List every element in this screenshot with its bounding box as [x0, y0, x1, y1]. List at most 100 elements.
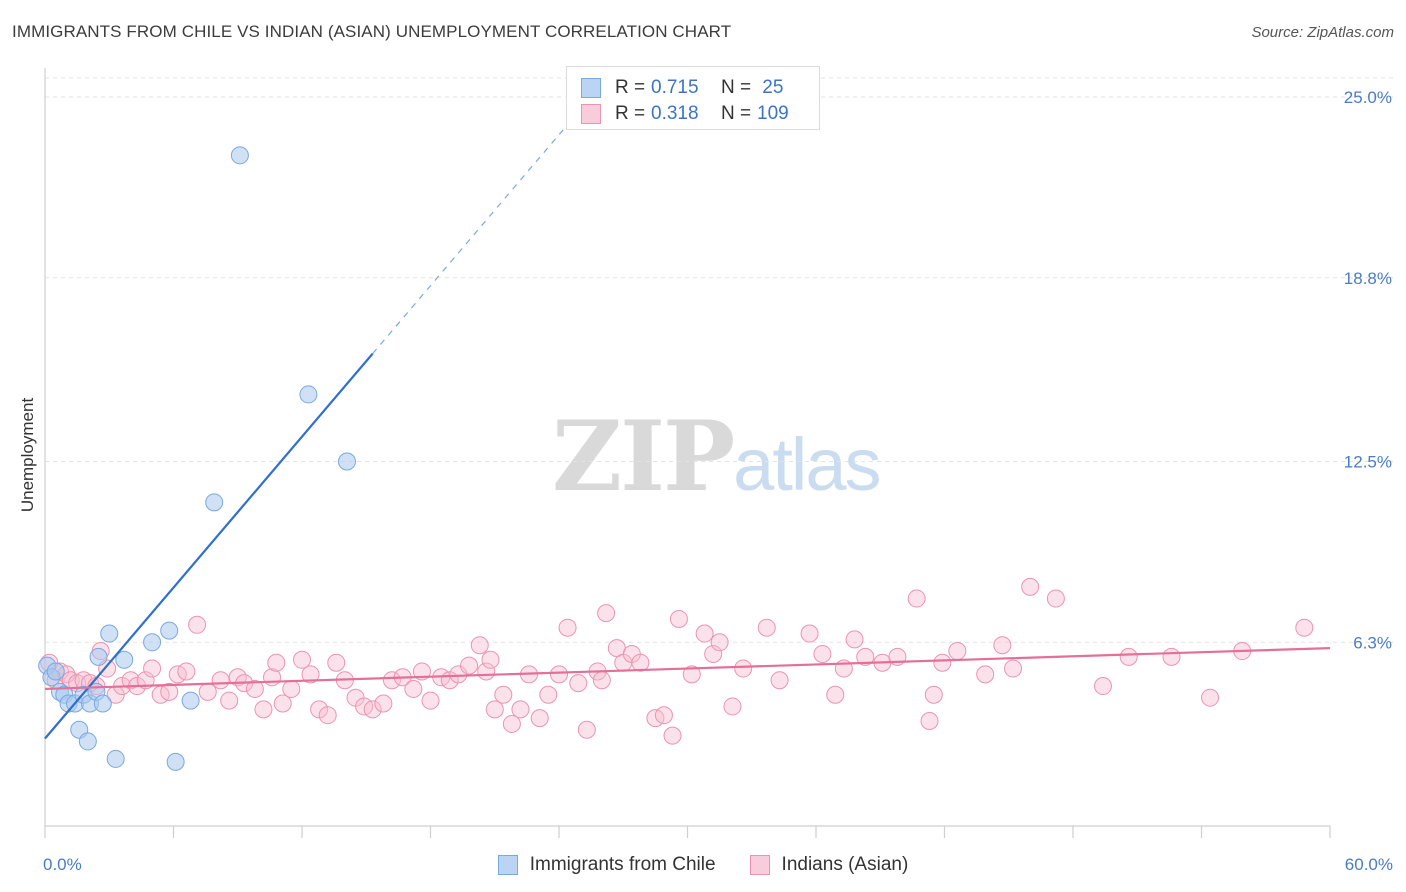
stats-legend: R = 0.715 N = 25 R = 0.318 N = 109	[566, 66, 820, 130]
point-indians-asian	[273, 694, 292, 713]
point-indians-asian	[1046, 589, 1065, 608]
point-indians-asian	[1119, 647, 1138, 666]
point-indians-asian	[845, 630, 864, 649]
point-indians-asian	[143, 659, 162, 678]
point-indians-asian	[1201, 688, 1220, 707]
trend-lines	[44, 109, 1331, 740]
point-indians-asian	[511, 700, 530, 719]
axes	[44, 68, 1331, 838]
point-indians-asian	[924, 685, 943, 704]
point-indians-asian	[412, 662, 431, 681]
watermark: ZIPatlas	[552, 400, 881, 513]
legend-label-chile: Immigrants from Chile	[529, 854, 716, 875]
series-legend: Immigrants from Chile Indians (Asian)	[0, 852, 1406, 878]
point-immigrants-chile	[205, 493, 224, 512]
point-indians-asian	[933, 653, 952, 672]
point-indians-asian	[569, 674, 588, 693]
y-tick-label: 12.5%	[1344, 453, 1392, 472]
point-indians-asian	[449, 665, 468, 684]
point-indians-asian	[254, 700, 273, 719]
point-indians-asian	[1021, 577, 1040, 596]
point-indians-asian	[550, 665, 568, 684]
r-label: R =	[615, 103, 646, 124]
point-indians-asian	[404, 679, 423, 698]
point-indians-asian	[188, 615, 207, 634]
stats-row-indians: R = 0.318 N = 109	[581, 101, 789, 127]
point-immigrants-chile	[143, 633, 162, 652]
point-indians-asian	[695, 624, 714, 643]
point-indians-asian	[293, 650, 311, 669]
point-indians-asian	[470, 636, 489, 655]
legend-item-indians[interactable]: Indians (Asian)	[749, 854, 908, 876]
chart-title: IMMIGRANTS FROM CHILE VS INDIAN (ASIAN) …	[12, 22, 732, 41]
y-tick-label: 6.3%	[1353, 633, 1392, 652]
point-indians-asian	[318, 706, 337, 725]
point-indians-asian	[1162, 647, 1181, 666]
point-immigrants-chile	[166, 752, 185, 771]
point-indians-asian	[631, 653, 650, 672]
point-indians-asian	[530, 709, 549, 728]
point-indians-asian	[654, 706, 673, 725]
source-label: Source: ZipAtlas.com	[1251, 24, 1394, 41]
point-indians-asian	[136, 671, 155, 690]
point-indians-asian	[460, 656, 479, 675]
point-indians-asian	[160, 682, 179, 701]
point-indians-asian	[1295, 618, 1314, 637]
point-indians-asian	[481, 650, 500, 669]
point-indians-asian	[211, 671, 230, 690]
x-tick-label: 60.0%	[1345, 855, 1393, 874]
point-indians-asian	[723, 697, 742, 716]
series-indians-asian	[40, 577, 1314, 745]
trendline-chile	[44, 352, 374, 740]
x-tick-label: 0.0%	[43, 855, 82, 874]
n-label: N =	[721, 77, 752, 98]
swatch-indians	[581, 104, 601, 124]
point-immigrants-chile	[230, 146, 249, 165]
point-immigrants-chile	[100, 624, 119, 643]
point-indians-asian	[494, 685, 513, 704]
point-indians-asian	[597, 604, 616, 623]
point-immigrants-chile	[181, 691, 200, 710]
point-immigrants-chile	[160, 621, 179, 640]
point-indians-asian	[282, 679, 301, 698]
point-indians-asian	[577, 720, 596, 739]
y-tick-label: 18.8%	[1344, 269, 1392, 288]
point-indians-asian	[770, 671, 789, 690]
point-indians-asian	[920, 712, 939, 731]
point-indians-asian	[245, 679, 264, 698]
point-indians-asian	[421, 691, 440, 710]
point-indians-asian	[813, 644, 832, 663]
point-immigrants-chile	[115, 650, 134, 669]
point-indians-asian	[907, 589, 926, 608]
point-immigrants-chile	[78, 732, 97, 751]
trendline-chile-extension	[372, 109, 581, 354]
point-indians-asian	[800, 624, 819, 643]
n-label: N =	[721, 103, 752, 124]
y-tick-label: 25.0%	[1344, 88, 1392, 107]
x-tick-labels: 0.0% 60.0%	[43, 855, 1393, 874]
y-tick-labels: 6.3% 12.5% 18.8% 25.0%	[1344, 88, 1392, 652]
point-indians-asian	[948, 642, 967, 661]
point-indians-asian	[993, 636, 1012, 655]
gridlines	[45, 77, 1395, 643]
point-indians-asian	[177, 662, 196, 681]
point-indians-asian	[663, 726, 682, 745]
point-immigrants-chile	[46, 662, 65, 681]
point-indians-asian	[301, 665, 320, 684]
legend-swatch-indians	[749, 855, 770, 875]
point-immigrants-chile	[106, 749, 125, 768]
point-indians-asian	[669, 609, 688, 628]
legend-item-chile[interactable]: Immigrants from Chile	[497, 854, 716, 876]
point-indians-asian	[1004, 659, 1023, 678]
point-indians-asian	[502, 714, 521, 733]
n-value: 109	[757, 103, 789, 124]
point-indians-asian	[539, 685, 558, 704]
point-indians-asian	[558, 618, 577, 637]
watermark-atlas: atlas	[733, 423, 881, 506]
trendline-indians	[44, 647, 1331, 691]
r-label: R =	[615, 77, 646, 98]
point-indians-asian	[485, 700, 504, 719]
point-indians-asian	[1093, 677, 1112, 696]
point-immigrants-chile	[93, 694, 112, 713]
